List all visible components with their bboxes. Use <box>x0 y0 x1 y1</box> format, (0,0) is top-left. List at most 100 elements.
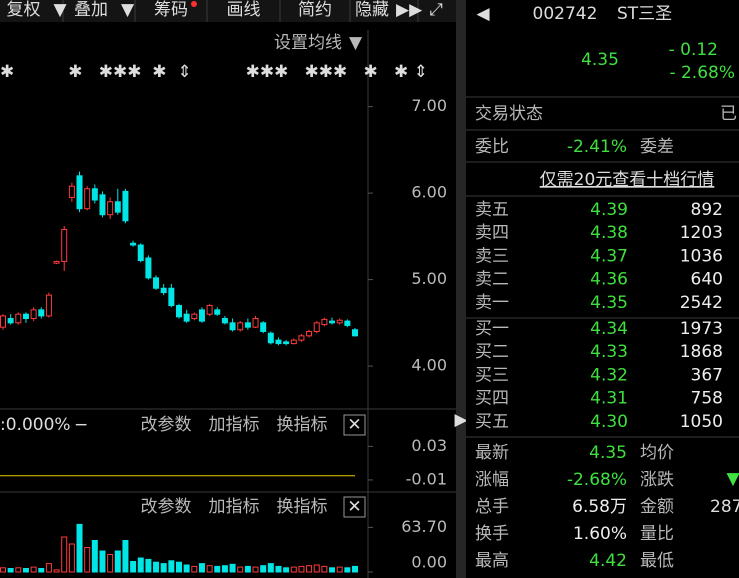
toolbar-button[interactable]: 复权 <box>7 0 41 20</box>
markers: ✱ ✱ ✱✱✱ ✱ ⇕ ✱✱✱ ✱✱✱ ✱ ✱ ⇕ <box>0 62 428 82</box>
volume-bar <box>313 564 320 573</box>
status-label: 交易状态 <box>475 104 543 124</box>
toolbar-button[interactable]: 画线 <box>227 0 261 20</box>
candle-body <box>107 201 114 216</box>
stat-label: 最低 <box>640 551 674 571</box>
close-box[interactable] <box>343 414 366 436</box>
back-arrow[interactable]: ◀ <box>476 4 490 24</box>
toolbar-button[interactable]: 隐藏 <box>355 0 389 20</box>
candle-body <box>313 322 320 332</box>
book-price: 4.36 <box>590 270 628 290</box>
volume-bar <box>275 565 282 573</box>
volume-bar <box>22 568 29 573</box>
volume-bar <box>306 565 313 573</box>
candle-body <box>145 257 152 279</box>
volume-bar <box>53 569 60 573</box>
dropdown-icon[interactable]: ▼ <box>54 0 68 20</box>
volume-bar <box>191 565 198 573</box>
price: 4.35 <box>581 50 619 70</box>
stat-label: 量比 <box>640 524 674 544</box>
candle-body <box>191 313 198 320</box>
toolbar-button[interactable]: 叠加 <box>74 0 108 20</box>
book-price: 4.33 <box>590 342 628 362</box>
book-volume: 1868 <box>680 342 723 362</box>
volume-bar <box>206 565 213 573</box>
dropdown-icon[interactable]: ▼ <box>121 0 135 20</box>
toolbar-button[interactable]: 简约 <box>298 0 332 20</box>
ratio-value: -2.41% <box>567 137 627 157</box>
candle-body <box>30 309 37 320</box>
panel-button[interactable]: 换指标 <box>277 497 328 517</box>
book-label: 买二 <box>475 342 509 362</box>
expand-icon[interactable]: ▶▶ <box>396 0 423 20</box>
volume-bar <box>114 550 121 573</box>
candle-body <box>130 242 137 246</box>
volume-bar <box>122 540 129 573</box>
panel-button[interactable]: 加指标 <box>209 415 260 435</box>
panel-button[interactable]: 改参数 <box>141 415 192 435</box>
candle-body <box>237 322 244 331</box>
panel-button[interactable]: 换指标 <box>277 415 328 435</box>
candle-body <box>15 313 22 324</box>
volume-bar <box>160 563 167 573</box>
candle-body <box>352 329 358 337</box>
stat-label: 涨幅 <box>475 470 509 490</box>
ma-settings[interactable]: 设置均线 <box>274 33 342 53</box>
candle-body <box>321 318 328 326</box>
volume-bar <box>76 523 83 573</box>
y-tick-label: 5.00 <box>411 269 447 288</box>
volume-bar <box>183 564 190 573</box>
splitter[interactable] <box>456 0 466 578</box>
fullscreen-icon[interactable]: ⤢ <box>429 0 443 20</box>
candle-body <box>76 175 83 210</box>
book-price: 4.37 <box>590 246 628 266</box>
volume-bar <box>336 566 343 573</box>
stat-value: 4.35 <box>589 443 627 463</box>
volume-bar <box>237 566 244 573</box>
book-label: 买五 <box>475 412 509 432</box>
book-label: 买一 <box>475 319 509 339</box>
volume-bar <box>137 557 144 573</box>
candle-body <box>283 341 290 345</box>
volume-bar <box>352 565 358 573</box>
candle-body <box>99 194 106 216</box>
toolbar-button[interactable]: 筹码 <box>154 0 188 20</box>
candle-body <box>176 305 182 318</box>
book-price: 4.39 <box>590 200 628 220</box>
toolbar <box>0 0 456 22</box>
book-label: 买三 <box>475 365 509 385</box>
panel-button[interactable]: 改参数 <box>141 497 192 517</box>
volume-bar <box>99 550 106 573</box>
volume-bar <box>321 565 328 573</box>
panel-button[interactable]: 加指标 <box>209 497 260 517</box>
stat-value: 1.60% <box>573 524 627 544</box>
candle-body <box>267 332 274 344</box>
dropdown-icon[interactable]: ▼ <box>349 33 363 53</box>
volume-bar <box>229 563 236 573</box>
volume-bar <box>198 563 205 573</box>
splitter-arrow[interactable]: ▶ <box>454 410 468 430</box>
candle-body <box>168 287 175 307</box>
volume-bar <box>252 566 259 573</box>
volume-bar <box>260 565 267 573</box>
close-box[interactable] <box>343 496 366 518</box>
change: - 0.12 <box>669 40 718 60</box>
promo-link[interactable]: 仅需20元查看十档行情 <box>540 170 715 190</box>
candle-body <box>68 185 75 198</box>
volume-bar <box>84 547 91 573</box>
stat-value: 6.58万 <box>572 497 627 517</box>
volume-bar <box>298 565 305 573</box>
volume-bar <box>7 568 14 573</box>
book-volume: 758 <box>691 389 723 409</box>
candle-body <box>153 277 160 289</box>
status-value: 已 <box>720 104 737 124</box>
book-volume: 892 <box>691 200 723 220</box>
book-volume: 1973 <box>680 319 723 339</box>
volume-bar <box>0 567 6 573</box>
candle-body <box>329 320 336 324</box>
close-icon[interactable]: ✕ <box>347 415 361 435</box>
close-icon[interactable]: ✕ <box>347 497 361 517</box>
y-tick-label: 0.00 <box>411 553 447 572</box>
candle-body <box>84 188 91 210</box>
candle-body <box>0 315 6 328</box>
